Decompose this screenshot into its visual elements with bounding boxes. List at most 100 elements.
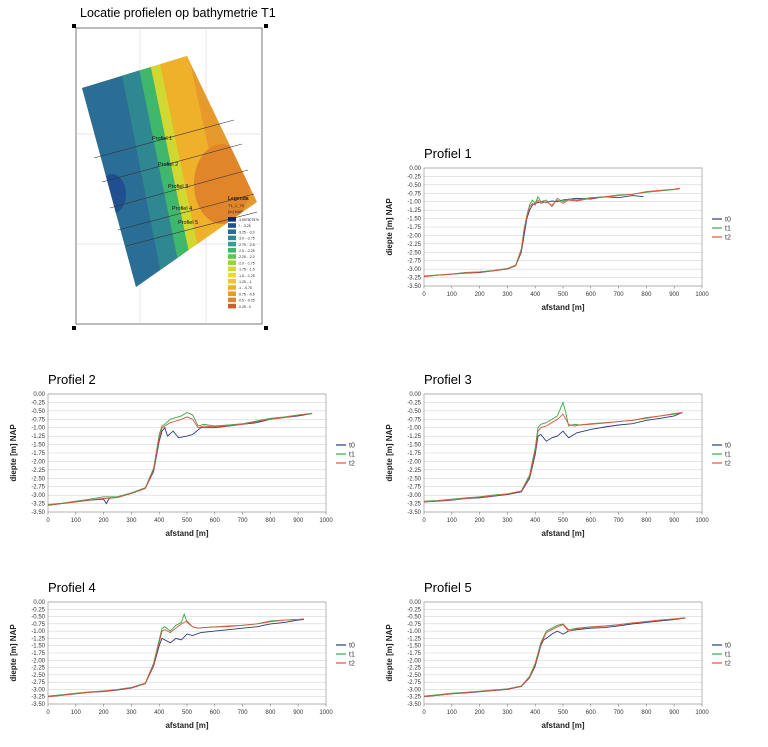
chart-profiel-2: Profiel 2 0.00 -0.25 -0.50 -0.75 -1.00 -1.25 -1… [4,366,386,552]
y-tick-label: -0.75 [407,622,421,628]
legend-class-label: -2.75 - -2.5 [238,243,255,247]
x-tick-label: 100 [447,292,458,298]
y-tick-label: -2.25 [407,666,421,672]
legend-swatch [228,272,236,278]
x-tick-label: 500 [558,518,569,524]
chart-profiel-5: Profiel 5 0.00 -0.25 -0.50 -0.75 -1.00 -1.25 -1… [380,574,762,744]
series-line-t2 [423,412,683,503]
y-tick-label: -2.00 [31,658,45,664]
y-tick-label: -2.75 [407,485,421,491]
chart-title: Profiel 1 [424,146,472,161]
chart-title: Profiel 4 [48,580,96,595]
chart-profiel-3-svg: Profiel 30.00 -0.25 -0.50 -0.75 -1.00 -1.25 -1… [385,372,731,538]
x-tick-label: 1000 [319,710,333,716]
x-tick-label: 300 [502,292,513,298]
legend-title: Legenda [228,196,249,202]
y-tick-label: -3.00 [407,267,421,273]
x-tick-label: 600 [586,710,597,716]
legend-label-t1: t1 [349,652,355,659]
legend-label-t2: t2 [349,661,355,668]
y-tick-label: -1.25 [407,636,421,642]
legend-swatch [228,217,236,222]
legend-class-label: -0.5 - -0.25 [238,299,255,303]
x-tick-label: 200 [475,292,486,298]
x-tick-label: 300 [502,518,513,524]
chart-profiel-2-svg: Profiel 20.00 -0.25 -0.50 -0.75 -1.00 -1.25 -1… [9,372,355,538]
x-tick-label: 900 [669,518,680,524]
x-tick-label: 400 [154,710,165,716]
legend-label-t1: t1 [349,452,355,459]
x-tick-label: 500 [558,292,569,298]
legend-class-label: -1.5 - -1.25 [238,274,255,278]
y-tick-label: -2.75 [31,485,45,491]
y-tick-label: -1.50 [407,644,421,650]
x-tick-label: 200 [475,710,486,716]
x-tick-label: 500 [182,710,193,716]
legend-class-label: -3.25 - -3.0 [238,230,255,234]
legend-swatch [228,241,236,247]
y-tick-label: -2.25 [31,666,45,672]
legend-swatch [228,254,236,259]
y-tick-label: -1.25 [31,434,45,440]
y-tick-label: -1.00 [407,426,421,432]
series-line-t0 [423,617,686,698]
chart-profiel-5-svg: Profiel 50.00-0.25 -0.50-0.75-1.00-1.25 -1… [385,580,731,730]
y-tick-label: -1.75 [407,651,421,657]
y-tick-label: -1.50 [407,443,421,449]
y-tick-label: -3.50 [407,510,421,516]
legend-label-t2: t2 [725,461,731,468]
x-tick-label: 300 [126,518,137,524]
y-tick-label: -1.25 [407,208,421,214]
x-tick-label: 200 [99,710,110,716]
y-tick-label: -2.50 [407,250,421,256]
y-tick-label: -0.25 [407,400,421,406]
x-tick-label: 100 [71,710,82,716]
y-tick-label: -3.25 [31,502,45,508]
legend-swatch [228,266,236,272]
y-tick-label: -1.50 [407,217,421,223]
y-tick-label: -2.00 [407,233,421,239]
y-tick-label: -1.75 [407,451,421,457]
legend-class-label: -2.25 - -2.0 [238,255,255,259]
x-tick-label: 400 [530,518,541,524]
chart-profiel-3: Profiel 3 0.00 -0.25 -0.50 -0.75 -1.00 -1.25 -1… [380,366,762,552]
y-tick-label: -1.00 [31,629,45,635]
chart-title: Profiel 5 [424,580,472,595]
x-tick-label: 200 [475,518,486,524]
series-line-t1 [47,411,313,506]
y-tick-label: -0.50 [31,615,45,621]
y-tick-label: -2.75 [31,680,45,686]
series-line-t2 [47,618,304,698]
series-line-t1 [423,401,683,502]
x-tick-label: 1000 [695,518,709,524]
legend-class-label: -1.75 - -1.5 [238,268,255,272]
legend-label-t0: t0 [725,643,731,650]
legend-class-label: -1.25 - -1 [238,280,252,284]
legend-swatch [228,297,236,303]
y-tick-label: -3.00 [407,493,421,499]
y-tick-label: -3.25 [407,276,421,282]
y-tick-label: -1.50 [31,644,45,650]
legend-swatch [228,279,236,284]
legend-class-label: -0.25 - 0 [238,305,251,309]
x-tick-label: 700 [238,518,249,524]
legend-swatch [228,235,236,241]
x-axis-label: afstand [m] [165,529,208,538]
y-tick-label: -0.50 [31,409,45,415]
legend-class-label: -3.0 - -2.75 [238,237,255,241]
map-label-profiel-3: Profiel 3 [168,184,188,190]
legend-class-label: ? - -3.25 [238,224,251,228]
y-tick-label: -2.50 [407,476,421,482]
chart-profiel-1: Profiel 1 0.00 -0.25 -0.50 -0.75 -1.00 -1.25 -1… [380,140,762,326]
series-line-t2 [423,617,686,698]
series-line-t0 [47,413,313,506]
legend-label-t1: t1 [725,452,731,459]
x-axis-label: afstand [m] [541,529,584,538]
legend-class-label: -3.59750757e [238,218,259,222]
x-tick-label: 900 [669,710,680,716]
y-tick-label: -0.25 [407,607,421,613]
series-line-t0 [423,412,683,503]
legend-class-label: -0.75 - -0.5 [238,292,255,296]
x-tick-label: 100 [447,518,458,524]
y-tick-label: -1.00 [31,426,45,432]
